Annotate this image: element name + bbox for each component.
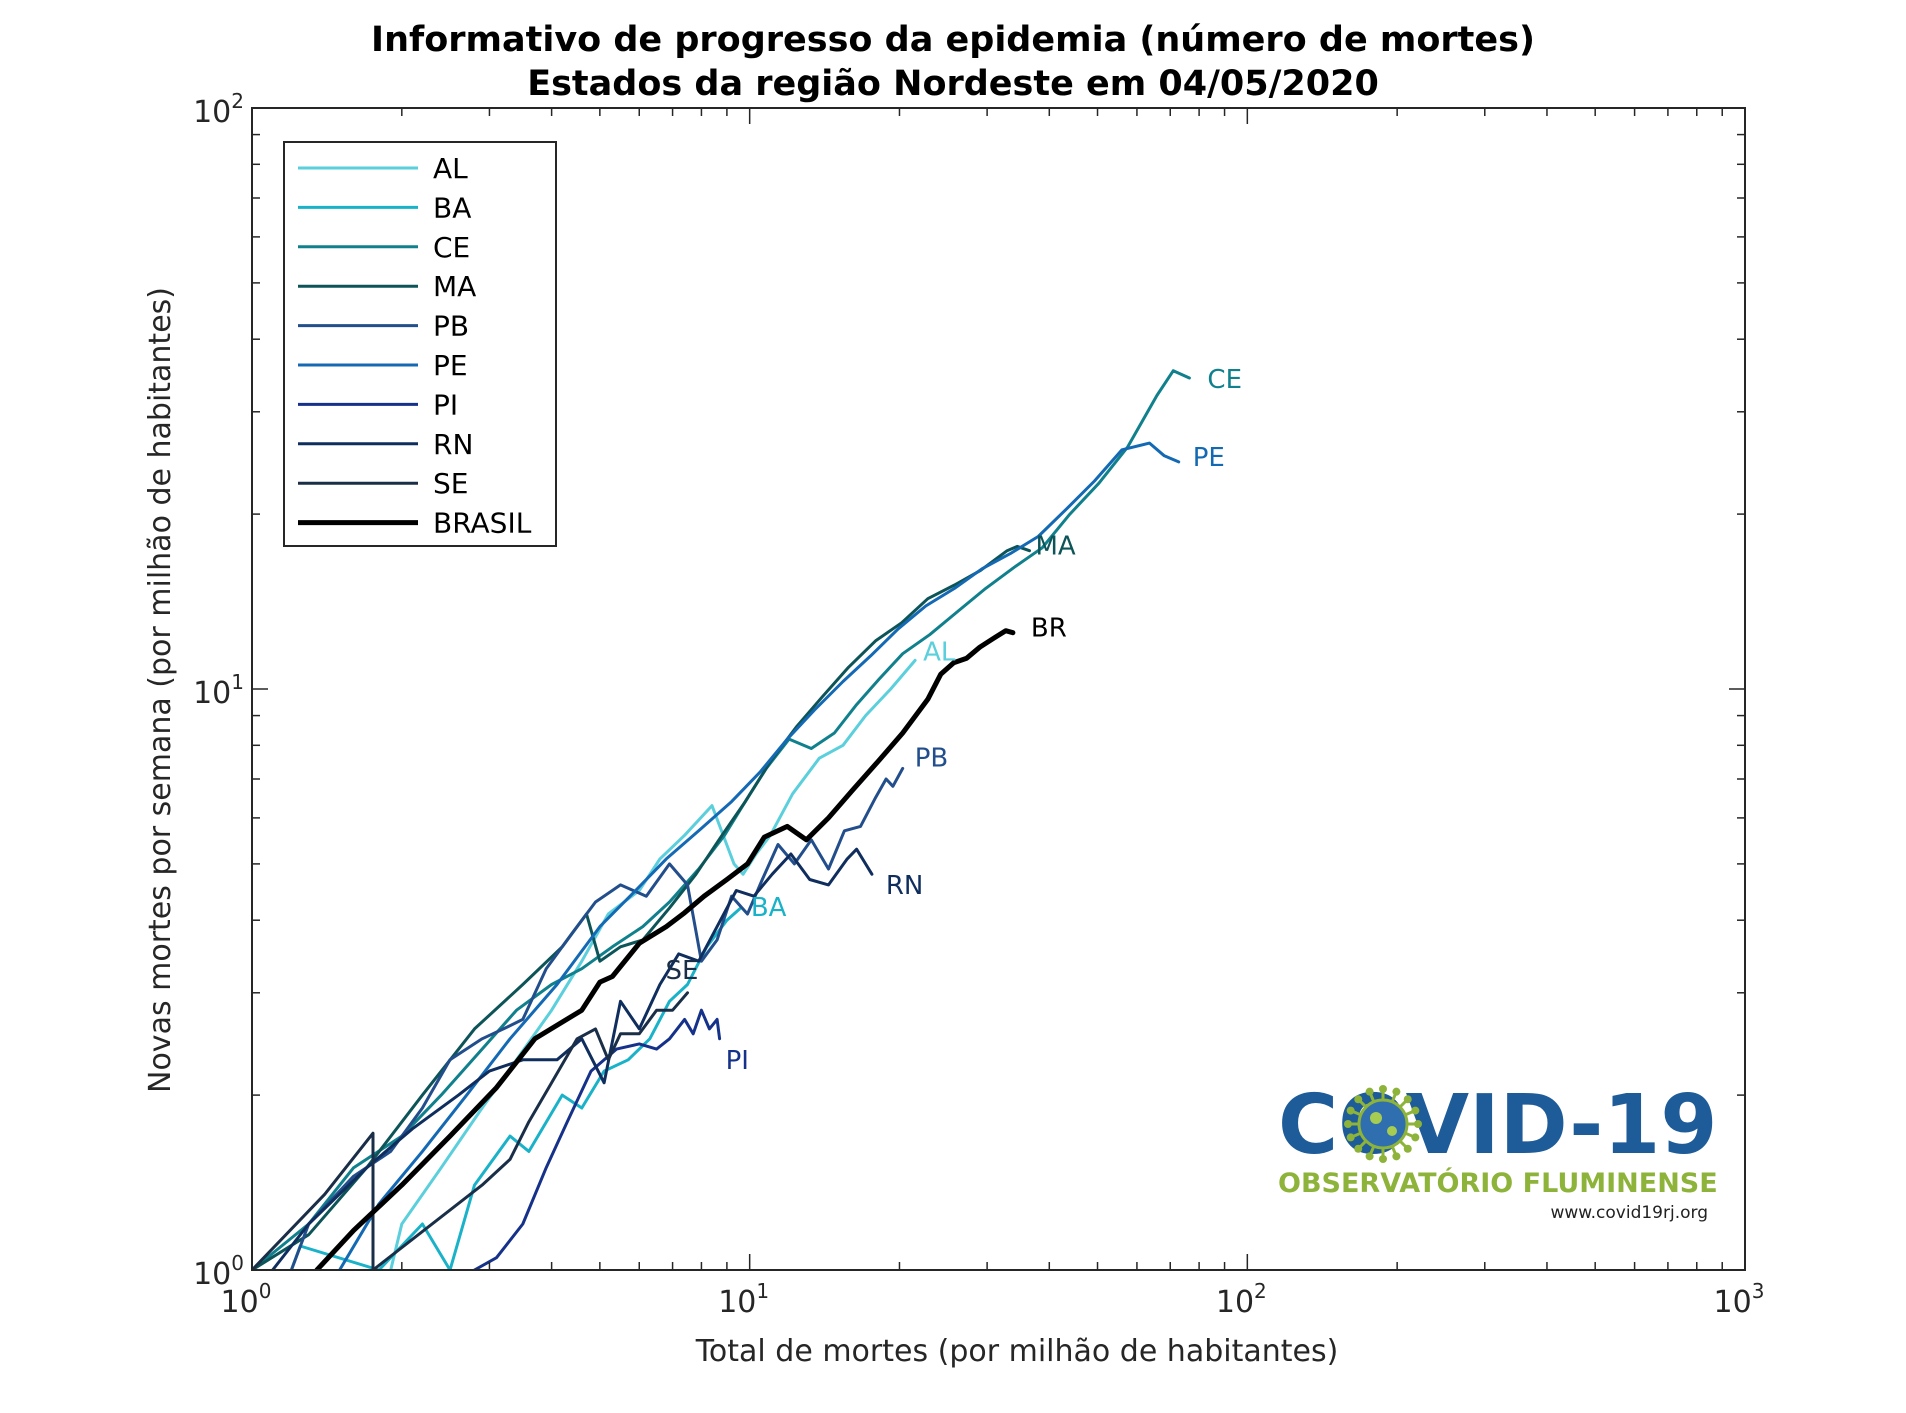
virus-spike-tip xyxy=(1365,1152,1374,1161)
y-tick-label: 102 xyxy=(193,89,244,130)
series-layer xyxy=(252,369,1191,1270)
virus-spike-tip xyxy=(1392,1152,1401,1161)
legend-label: BA xyxy=(433,191,471,224)
legend-label: AL xyxy=(433,152,468,185)
series-line-rn xyxy=(271,847,874,1270)
legend: AL BA CE MA PB PE PI RN SE BRASIL xyxy=(283,141,557,547)
y-tick-label: 101 xyxy=(193,670,244,711)
series-line-ba xyxy=(289,906,743,1270)
series-end-label-ce: CE xyxy=(1207,365,1242,395)
series-end-label-ba: BA xyxy=(751,893,787,923)
series-line-al xyxy=(389,658,917,1270)
virus-spike-tip xyxy=(1354,1144,1363,1153)
series-line-pb xyxy=(289,766,905,1270)
x-tick-label: 101 xyxy=(718,1279,769,1320)
virus-spike-tip xyxy=(1379,1085,1387,1093)
virus-spike-tip xyxy=(1344,1120,1352,1128)
virus-spike-tip xyxy=(1403,1095,1412,1104)
series-end-label-pi: PI xyxy=(726,1046,749,1076)
legend-label: SE xyxy=(433,467,468,500)
series-end-label-br: BR xyxy=(1031,614,1067,644)
x-tick-label: 102 xyxy=(1216,1279,1267,1320)
chart-title: Informativo de progresso da epidemia (nú… xyxy=(371,20,1535,60)
series-end-label-se: SE xyxy=(665,956,698,986)
virus-spike-tip xyxy=(1392,1087,1401,1096)
virus-spike-tip xyxy=(1365,1087,1374,1096)
series-end-label-rn: RN xyxy=(886,871,924,901)
logo-subtitle: OBSERVATÓRIO FLUMINENSE xyxy=(1278,1167,1718,1199)
series-line-pi xyxy=(473,1008,722,1270)
series-end-label-ma: MA xyxy=(1036,532,1076,562)
y-axis-label: Novas mortes por semana (por milhão de h… xyxy=(143,287,178,1093)
tick-labels: 100 101 102 103 100 101 102 xyxy=(193,89,1764,1320)
legend-label: RN xyxy=(433,428,473,461)
series-line-pe xyxy=(338,441,1181,1270)
virus-spike-tip xyxy=(1403,1144,1412,1153)
virus-spike-tip xyxy=(1411,1133,1420,1142)
virus-spot xyxy=(1387,1126,1397,1136)
legend-label: MA xyxy=(433,270,476,303)
virus-spike-tip xyxy=(1346,1133,1355,1142)
legend-label: BRASIL xyxy=(433,507,532,540)
legend-box xyxy=(283,141,557,547)
series-end-label-pb: PB xyxy=(915,743,949,773)
legend-label: PI xyxy=(433,388,458,421)
logo-title: COVID-19 xyxy=(1278,1078,1717,1173)
chart-subtitle: Estados da região Nordeste em 04/05/2020 xyxy=(527,64,1379,104)
legend-label: PE xyxy=(433,349,468,382)
x-tick-label: 103 xyxy=(1714,1279,1765,1320)
virus-spike-tip xyxy=(1411,1106,1420,1115)
virus-icon xyxy=(1344,1085,1422,1163)
legend-label: CE xyxy=(433,231,470,264)
series-line-brasil xyxy=(314,628,1016,1270)
axis-ticks xyxy=(252,108,1745,1270)
x-tick-label: 100 xyxy=(221,1279,272,1320)
x-axis-label: Total de mortes (por milhão de habitante… xyxy=(695,1334,1339,1369)
series-line-ma xyxy=(252,544,1031,1270)
virus-spike-tip xyxy=(1379,1155,1387,1163)
logo-url: www.covid19rj.org xyxy=(1550,1203,1708,1223)
legend-label: PB xyxy=(433,310,469,343)
virus-spike-tip xyxy=(1354,1095,1363,1104)
series-line-se xyxy=(252,991,689,1270)
series-end-label-al: AL xyxy=(923,637,956,667)
virus-spike-tip xyxy=(1414,1120,1422,1128)
plot-area xyxy=(251,107,1746,1271)
virus-spot xyxy=(1370,1112,1382,1124)
virus-spike-tip xyxy=(1346,1106,1355,1115)
covid19-logo: COVID-19 OBSERVATÓRIO FLUMINENSE www.cov… xyxy=(1278,1078,1718,1223)
series-end-label-pe: PE xyxy=(1193,443,1225,473)
series-end-labels: AL BA CE MA PB PE PI RN SE BR xyxy=(665,365,1242,1076)
y-tick-label: 100 xyxy=(193,1251,244,1292)
virus-body xyxy=(1357,1098,1409,1150)
